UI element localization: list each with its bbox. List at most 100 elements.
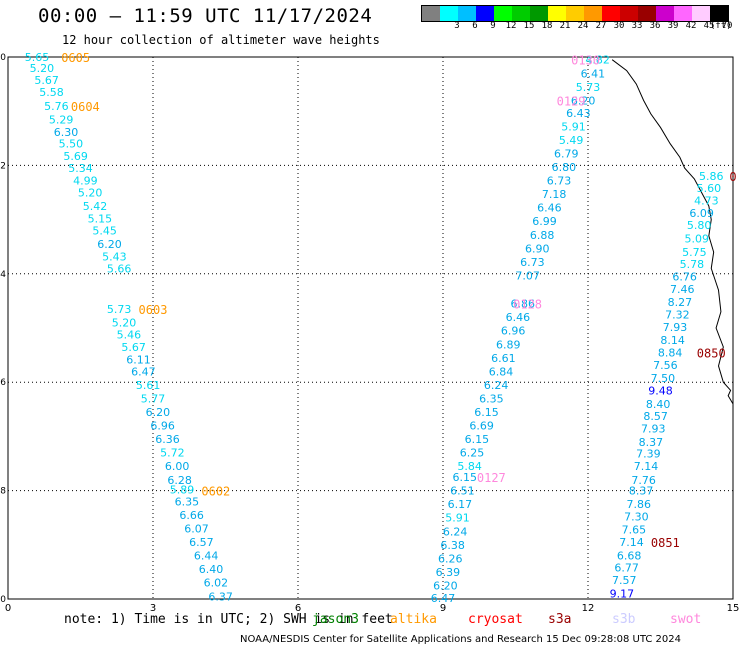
swh-swot-label: 6.24	[443, 525, 468, 538]
swh-swot-label: 6.69	[469, 420, 494, 433]
swh-s3a-label: 7.46	[670, 283, 695, 296]
credit-line: NOAA/NESDIS Center for Satellite Applica…	[240, 634, 682, 645]
swh-altika-label: 5.34	[68, 162, 93, 175]
legend-label: 15	[523, 21, 535, 31]
swh-swot-label: 6.61	[491, 352, 516, 365]
x-tick-label: 15	[727, 603, 740, 614]
swh-s3a-label: 5.78	[680, 258, 705, 271]
swh-altika-label: 5.20	[112, 317, 137, 330]
swh-altika-label: 6.47	[131, 365, 156, 378]
swh-altika-label: 5.65	[25, 51, 50, 64]
swh-swot-label: 6.41	[581, 67, 606, 80]
swh-swot-label: 5.84	[457, 460, 482, 473]
swh-swot-label: 6.73	[547, 175, 572, 188]
legend-swatch	[530, 6, 548, 21]
swh-s3a-label: 8.14	[660, 334, 685, 347]
swh-s3a-label: 8.84	[658, 346, 683, 359]
swh-altika-label: 5.45	[92, 224, 117, 237]
swh-altika-label: 6.66	[179, 509, 204, 522]
swh-altika-label: 5.89	[170, 484, 195, 497]
legend-label: 3	[454, 21, 460, 31]
swh-swot-label: 6.35	[479, 392, 504, 405]
swh-swot-label: 6.84	[489, 365, 514, 378]
legend-label: 9	[490, 21, 496, 31]
swh-altika-label: 6.44	[194, 550, 219, 563]
swh-s3a-label: 9.17	[610, 588, 635, 601]
swh-swot-label: 6.99	[532, 215, 557, 228]
swh-s3a-label: 7.93	[641, 422, 666, 435]
swh-swot-label: 6.96	[501, 325, 526, 338]
swh-s3a-label: 6.77	[614, 562, 639, 575]
swh-swot-label: 7.07	[515, 269, 540, 282]
color-scale-labels: 3 6 9 12 15 18 21 24 27 30 33 36 39 42 45 70	[421, 21, 732, 33]
y-tick-label: -30	[0, 595, 6, 605]
y-tick-label: -22	[0, 161, 6, 171]
swh-altika-label: 6.00	[165, 460, 190, 473]
swh-swot-label: 6.20	[571, 94, 596, 107]
legend-unit: (ft)	[710, 21, 732, 31]
swh-altika-label: 5.73	[107, 303, 132, 316]
swh-swot-label: 6.46	[537, 202, 562, 215]
swh-swot-label: 5.91	[445, 512, 470, 525]
legend-label: 18	[541, 21, 553, 31]
swh-swot-label: 6.20	[433, 579, 458, 592]
legend-swatch	[440, 6, 458, 21]
legend-swatch	[458, 6, 476, 21]
legend-swatch	[548, 6, 566, 21]
legend-swatch	[494, 6, 512, 21]
time-s3a-label: 0851	[651, 536, 680, 550]
legend-swatch	[656, 6, 674, 21]
plot-frame	[7, 56, 734, 600]
x-tick-label: 6	[295, 603, 301, 614]
time-altika-label: 0602	[201, 485, 230, 499]
swh-swot-label: 6.73	[520, 256, 545, 269]
chart-subtitle: 12 hour collection of altimeter wave hei…	[62, 33, 380, 47]
swh-swot-label: 6.24	[484, 379, 509, 392]
swh-s3a-label: 7.30	[624, 511, 649, 524]
legend-label: 21	[559, 21, 571, 31]
x-tick-label: 12	[582, 603, 595, 614]
swh-swot-label: 6.47	[431, 592, 456, 605]
satellite-jason3: jason3	[312, 612, 359, 627]
legend-label: 42	[685, 21, 697, 31]
swh-altika-label: 5.29	[49, 113, 74, 126]
color-scale-legend	[421, 5, 729, 22]
x-tick-label: 0	[5, 603, 11, 614]
swh-s3a-label: 7.39	[636, 448, 661, 461]
time-swot-label: 0129	[557, 94, 586, 108]
swh-altika-label: 6.30	[54, 126, 79, 139]
legend-swatch	[476, 6, 494, 21]
y-tick-label: -24	[0, 270, 6, 280]
swh-s3a-label: 7.93	[663, 321, 688, 334]
swh-altika-label: 5.58	[39, 86, 64, 99]
legend-label: 39	[667, 21, 679, 31]
swh-s3a-label: 4.73	[694, 195, 719, 208]
legend-label: 30	[613, 21, 625, 31]
swh-s3a-label: 7.57	[612, 574, 637, 587]
swh-altika-label: 5.20	[30, 62, 55, 75]
legend-swatch	[710, 6, 728, 21]
legend-swatch	[620, 6, 638, 21]
swh-altika-label: 5.42	[83, 200, 108, 213]
time-swot-label: 0128	[513, 298, 542, 312]
legend-label: 12	[505, 21, 517, 31]
swh-altika-label: 5.15	[88, 213, 113, 226]
swh-swot-label: 6.38	[440, 539, 465, 552]
legend-label: 45	[703, 21, 715, 31]
time-swot-label: 0127	[477, 471, 506, 485]
swh-altika-label: 6.07	[184, 523, 209, 536]
swh-swot-label: 5.49	[559, 134, 584, 147]
swh-altika-label: 6.28	[167, 474, 192, 487]
swh-swot-label: 6.43	[566, 107, 591, 120]
swh-altika-label: 5.67	[121, 341, 146, 354]
swh-swot-label: 6.90	[525, 242, 550, 255]
swh-s3a-label: 7.76	[631, 474, 656, 487]
swh-s3a-label: 6.68	[617, 550, 642, 563]
swh-altika-label: 6.02	[204, 577, 229, 590]
y-tick-label: -20	[0, 53, 6, 63]
swh-swot-label: 6.39	[436, 566, 461, 579]
swh-s3a-label: 8.40	[646, 398, 671, 411]
legend-swatch	[674, 6, 692, 21]
swh-s3a-label: 8.37	[639, 436, 664, 449]
